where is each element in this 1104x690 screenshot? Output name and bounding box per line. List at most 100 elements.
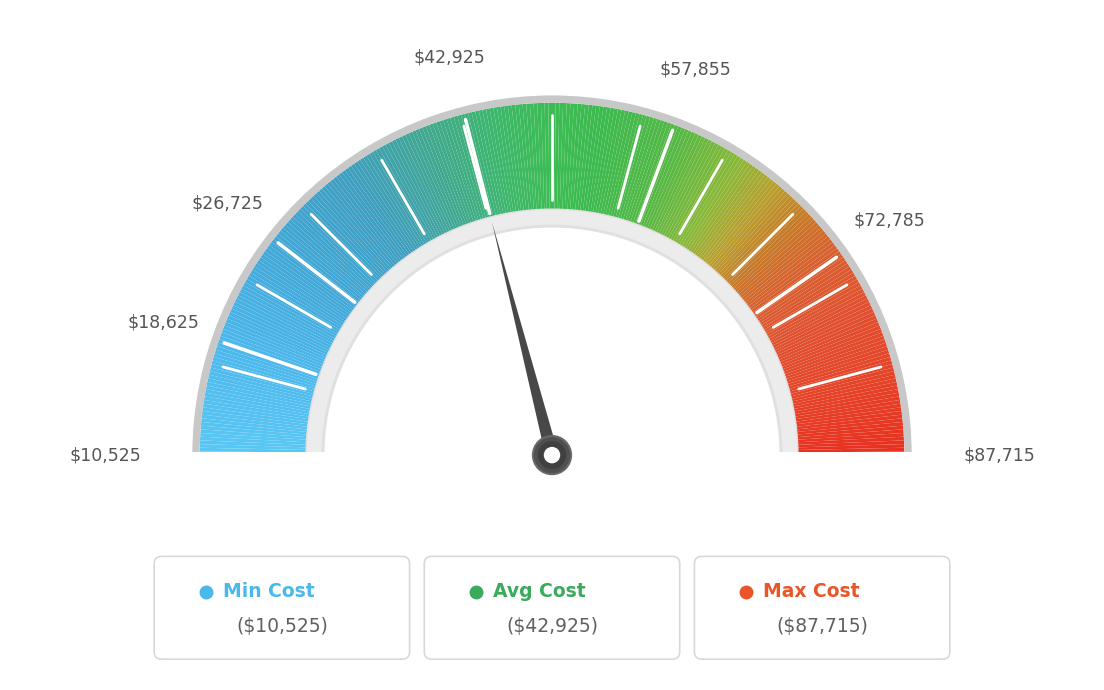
Wedge shape — [219, 339, 336, 382]
Wedge shape — [351, 164, 423, 267]
Wedge shape — [267, 245, 368, 320]
Wedge shape — [454, 116, 490, 235]
Wedge shape — [479, 110, 507, 231]
Wedge shape — [248, 273, 357, 339]
Wedge shape — [623, 120, 665, 238]
Wedge shape — [726, 228, 824, 309]
Wedge shape — [662, 146, 725, 255]
Wedge shape — [654, 139, 712, 251]
Wedge shape — [732, 236, 830, 315]
Wedge shape — [703, 191, 788, 285]
Wedge shape — [214, 353, 332, 391]
Wedge shape — [719, 214, 811, 300]
Wedge shape — [625, 121, 668, 239]
Wedge shape — [256, 260, 361, 331]
Wedge shape — [597, 110, 625, 231]
Wedge shape — [778, 400, 901, 422]
Wedge shape — [230, 308, 343, 362]
Wedge shape — [276, 233, 374, 313]
Wedge shape — [562, 103, 571, 226]
Wedge shape — [725, 225, 821, 307]
Wedge shape — [379, 146, 442, 255]
Wedge shape — [736, 245, 837, 320]
Text: ($10,525): ($10,525) — [236, 618, 328, 636]
Wedge shape — [255, 263, 360, 333]
Wedge shape — [707, 196, 793, 288]
Wedge shape — [209, 371, 330, 403]
Wedge shape — [333, 177, 412, 275]
Wedge shape — [493, 107, 517, 229]
Wedge shape — [505, 106, 523, 228]
Wedge shape — [232, 305, 344, 359]
Wedge shape — [571, 104, 585, 227]
Wedge shape — [768, 339, 885, 382]
Wedge shape — [772, 357, 891, 393]
Wedge shape — [771, 350, 890, 389]
Wedge shape — [581, 106, 599, 228]
Wedge shape — [647, 135, 702, 248]
Wedge shape — [667, 150, 731, 258]
Wedge shape — [482, 109, 509, 230]
Wedge shape — [311, 196, 397, 288]
Wedge shape — [721, 217, 814, 302]
Wedge shape — [206, 386, 328, 412]
Wedge shape — [354, 161, 425, 266]
Wedge shape — [457, 115, 492, 235]
Wedge shape — [316, 191, 401, 285]
Wedge shape — [564, 104, 574, 226]
Wedge shape — [325, 228, 779, 455]
Wedge shape — [714, 206, 804, 295]
Wedge shape — [763, 319, 878, 368]
Wedge shape — [236, 295, 348, 353]
Wedge shape — [560, 103, 566, 226]
Wedge shape — [781, 437, 904, 446]
Wedge shape — [620, 119, 661, 237]
Wedge shape — [587, 107, 611, 229]
Wedge shape — [779, 411, 902, 428]
Text: ($87,715): ($87,715) — [776, 618, 868, 636]
Wedge shape — [214, 350, 333, 389]
Wedge shape — [202, 415, 325, 431]
Wedge shape — [192, 95, 912, 455]
Wedge shape — [206, 382, 328, 410]
Wedge shape — [375, 148, 439, 257]
Wedge shape — [226, 319, 341, 368]
Circle shape — [538, 441, 566, 469]
Wedge shape — [766, 329, 882, 375]
Wedge shape — [433, 122, 477, 239]
Wedge shape — [677, 159, 747, 264]
Wedge shape — [288, 219, 382, 304]
Wedge shape — [609, 114, 644, 234]
Wedge shape — [436, 121, 479, 239]
Wedge shape — [656, 141, 715, 252]
Wedge shape — [274, 236, 372, 315]
Wedge shape — [711, 201, 798, 291]
Wedge shape — [314, 193, 399, 286]
Wedge shape — [751, 279, 859, 343]
Wedge shape — [212, 360, 331, 396]
Wedge shape — [247, 276, 354, 341]
Wedge shape — [743, 260, 848, 331]
Wedge shape — [508, 105, 526, 228]
Wedge shape — [776, 382, 898, 410]
Wedge shape — [202, 411, 325, 428]
Text: Max Cost: Max Cost — [763, 582, 860, 601]
Wedge shape — [471, 111, 502, 232]
Wedge shape — [734, 242, 835, 319]
Wedge shape — [408, 132, 461, 246]
Wedge shape — [544, 103, 550, 226]
Wedge shape — [238, 292, 349, 351]
Wedge shape — [618, 118, 657, 237]
Wedge shape — [497, 106, 519, 229]
Wedge shape — [382, 145, 444, 255]
Wedge shape — [423, 126, 470, 242]
Wedge shape — [643, 132, 696, 246]
Wedge shape — [772, 353, 890, 391]
Wedge shape — [779, 415, 902, 431]
Wedge shape — [781, 444, 904, 451]
Wedge shape — [392, 139, 450, 251]
Wedge shape — [781, 440, 904, 448]
Wedge shape — [697, 181, 776, 279]
Wedge shape — [412, 130, 464, 245]
Wedge shape — [729, 230, 826, 311]
